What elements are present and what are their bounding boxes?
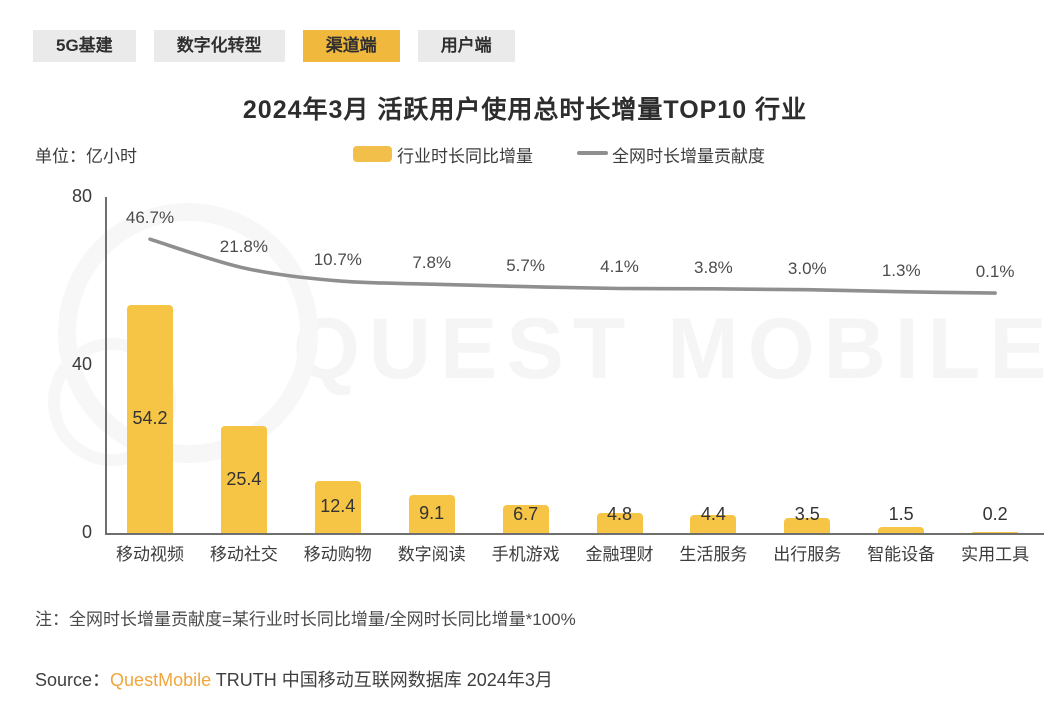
- line-point-label: 0.1%: [975, 262, 1015, 282]
- tab-1[interactable]: 5G基建: [33, 30, 136, 62]
- unit-label: 单位：亿小时: [35, 147, 137, 166]
- bar: [127, 305, 173, 533]
- tab-2[interactable]: 数字化转型: [153, 30, 285, 62]
- tab-3[interactable]: 渠道端: [302, 30, 400, 62]
- bar-value-label: 12.4: [320, 495, 356, 516]
- x-axis-label: 智能设备: [867, 545, 936, 564]
- chart-area: QUEST MOBILE 54.2 46.7% 移动视频 25.4 21.8% 移动社交 1…: [0, 186, 1050, 590]
- bar: [596, 512, 643, 533]
- source-prefix: Source：: [35, 670, 111, 690]
- line-point-label: 5.7%: [506, 255, 545, 275]
- legend-bar-swatch-icon: [353, 146, 392, 162]
- bar-value-label: 25.4: [226, 468, 262, 489]
- footnote: 注：全网时长增量贡献度=某行业时长同比增量/全网时长同比增量*100%: [35, 610, 576, 629]
- source-suffix: TRUTH 中国移动互联网数据库 2024年3月: [211, 670, 553, 690]
- x-axis-label: 移动社交: [209, 545, 278, 564]
- x-axis-label: 实用工具: [961, 545, 1030, 564]
- bar-value-label: 9.1: [419, 502, 445, 523]
- source-line: Source：QuestMobile TRUTH 中国移动互联网数据库 2024…: [35, 666, 553, 692]
- line-point-label: 46.7%: [125, 208, 175, 228]
- x-axis-line: [105, 533, 1044, 535]
- bar-value-label: 4.8: [606, 504, 633, 524]
- bar: [408, 494, 455, 533]
- tab-bar: 5G基建 数字化转型 渠道端 用户端: [33, 30, 515, 62]
- y-axis-tick-label: 80: [71, 186, 92, 206]
- legend-line-label: 全网时长增量贡献度: [612, 147, 765, 166]
- x-axis-label: 生活服务: [679, 545, 748, 564]
- line-point-label: 1.3%: [881, 260, 921, 280]
- bar: [220, 426, 267, 533]
- x-axis-label: 移动购物: [303, 545, 372, 564]
- y-axis-tick-label: 0: [81, 522, 92, 542]
- line-point-label: 10.7%: [313, 249, 362, 269]
- line-point-label: 3.0%: [787, 258, 827, 278]
- line-point-label: 7.8%: [412, 253, 452, 273]
- bar-value-label: 0.2: [982, 504, 1008, 524]
- contribution-line: [148, 237, 997, 295]
- bar: [784, 518, 831, 533]
- bar: [314, 480, 361, 533]
- y-axis-line: [105, 197, 107, 535]
- line-point-label: 3.8%: [694, 257, 733, 277]
- watermark-text: QUEST MOBILE: [293, 301, 1050, 397]
- bar: [878, 526, 925, 533]
- x-axis-label: 手机游戏: [491, 545, 560, 564]
- legend-bar-label: 行业时长同比增量: [397, 147, 533, 166]
- bar-value-label: 6.7: [513, 504, 539, 524]
- bar: [690, 514, 737, 533]
- bar-value-label: 4.4: [700, 504, 726, 524]
- bar: [502, 504, 549, 533]
- x-axis-label: 数字阅读: [397, 545, 466, 564]
- y-axis-tick-label: 40: [71, 354, 92, 374]
- x-axis-label: 金融理财: [585, 545, 654, 564]
- bar: [972, 532, 1019, 533]
- x-axis-label: 出行服务: [773, 545, 842, 564]
- source-brand: QuestMobile: [110, 670, 212, 690]
- bar-value-label: 3.5: [794, 504, 820, 524]
- bar-value-label: 1.5: [888, 504, 914, 524]
- bar-value-label: 54.2: [132, 408, 168, 429]
- line-point-label: 21.8%: [219, 236, 268, 256]
- chart-title: 2024年3月 活跃用户使用总时长增量TOP10 行业: [242, 96, 808, 124]
- legend-line-swatch-icon: [577, 151, 608, 155]
- x-axis-label: 移动视频: [116, 545, 184, 564]
- line-point-label: 4.1%: [600, 257, 639, 277]
- tab-4[interactable]: 用户端: [417, 30, 515, 62]
